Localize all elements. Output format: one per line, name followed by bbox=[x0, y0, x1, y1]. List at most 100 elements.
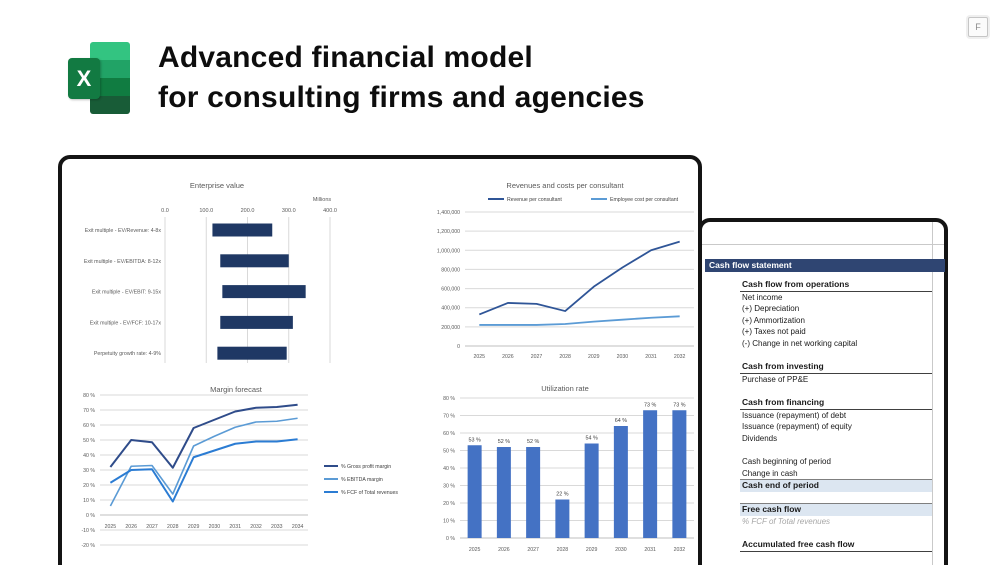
cashflow-row: Issuance (repayment) of equity bbox=[742, 422, 852, 432]
cashflow-header: Cash flow statement bbox=[705, 259, 945, 272]
cashflow-row: Accumulated free cash flow bbox=[740, 539, 932, 552]
svg-text:2031: 2031 bbox=[229, 524, 241, 530]
svg-text:2031: 2031 bbox=[645, 354, 657, 360]
svg-text:Exit multiple - EV/Revenue: 4-: Exit multiple - EV/Revenue: 4-8x bbox=[85, 228, 162, 234]
svg-text:2028: 2028 bbox=[167, 524, 179, 530]
svg-text:50 %: 50 % bbox=[443, 449, 455, 455]
svg-text:50 %: 50 % bbox=[83, 438, 95, 444]
cashflow-row: (+) Depreciation bbox=[742, 304, 800, 314]
svg-text:200.0: 200.0 bbox=[241, 208, 255, 214]
cashflow-row bbox=[740, 492, 932, 504]
svg-text:20 %: 20 % bbox=[83, 483, 95, 489]
svg-text:2032: 2032 bbox=[250, 524, 262, 530]
svg-text:40 %: 40 % bbox=[443, 466, 455, 472]
svg-text:2034: 2034 bbox=[292, 524, 304, 530]
title-line-2: for consulting firms and agencies bbox=[158, 81, 645, 114]
cashflow-row: (-) Change in net working capital bbox=[742, 338, 858, 348]
dashboard-panel: Enterprise value Millions 0.0 100.0 200.0 300… bbox=[58, 155, 702, 565]
svg-text:2025: 2025 bbox=[474, 354, 486, 360]
svg-text:2028: 2028 bbox=[559, 354, 571, 360]
fullscreen-button[interactable]: F bbox=[968, 17, 988, 37]
svg-text:100.0: 100.0 bbox=[199, 208, 213, 214]
svg-text:80 %: 80 % bbox=[443, 396, 455, 402]
cashflow-row bbox=[740, 444, 932, 456]
svg-text:2028: 2028 bbox=[557, 547, 569, 553]
svg-text:Margin forecast: Margin forecast bbox=[210, 385, 263, 394]
page-title: Advanced financial model for consulting … bbox=[158, 38, 858, 118]
svg-text:1,400,000: 1,400,000 bbox=[437, 210, 460, 216]
spreadsheet-gridline-vertical bbox=[932, 222, 933, 565]
cashflow-row: Issuance (repayment) of debt bbox=[742, 410, 847, 420]
svg-text:64 %: 64 % bbox=[615, 418, 627, 424]
svg-text:1,200,000: 1,200,000 bbox=[437, 229, 460, 235]
svg-text:22 %: 22 % bbox=[556, 492, 568, 498]
title-line-1: Advanced financial model bbox=[158, 41, 533, 74]
spreadsheet-gridline-horizontal bbox=[702, 244, 944, 245]
excel-x-tile: X bbox=[68, 58, 100, 99]
svg-text:2030: 2030 bbox=[209, 524, 221, 530]
cashflow-row: Cash beginning of period bbox=[742, 456, 831, 466]
svg-text:53 %: 53 % bbox=[468, 437, 480, 443]
svg-text:400.0: 400.0 bbox=[323, 208, 337, 214]
svg-text:0 %: 0 % bbox=[86, 513, 95, 519]
svg-text:2032: 2032 bbox=[674, 354, 686, 360]
svg-text:73 %: 73 % bbox=[673, 402, 685, 408]
cashflow-row: Change in cash bbox=[742, 468, 798, 478]
svg-text:2025: 2025 bbox=[469, 547, 481, 553]
svg-text:80 %: 80 % bbox=[83, 393, 95, 399]
svg-text:2025: 2025 bbox=[105, 524, 117, 530]
svg-text:2029: 2029 bbox=[586, 547, 598, 553]
svg-text:10 %: 10 % bbox=[83, 498, 95, 504]
cashflow-row bbox=[740, 527, 932, 539]
svg-text:Utilization rate: Utilization rate bbox=[541, 384, 589, 393]
svg-text:60 %: 60 % bbox=[443, 431, 455, 437]
svg-text:1,000,000: 1,000,000 bbox=[437, 248, 460, 254]
svg-text:70 %: 70 % bbox=[83, 408, 95, 414]
svg-text:52 %: 52 % bbox=[498, 439, 510, 445]
svg-text:-20 %: -20 % bbox=[81, 543, 95, 549]
revenues-costs-chart: Revenues and costs per consultant Revenue… bbox=[426, 167, 698, 372]
svg-text:% Gross profit margin: % Gross profit margin bbox=[341, 464, 391, 470]
svg-text:-10 %: -10 % bbox=[81, 528, 95, 534]
cashflow-row bbox=[740, 350, 932, 362]
svg-text:54 %: 54 % bbox=[585, 436, 597, 442]
svg-text:30 %: 30 % bbox=[83, 468, 95, 474]
svg-text:0.0: 0.0 bbox=[161, 208, 169, 214]
cashflow-row: % FCF of Total revenues bbox=[742, 516, 831, 526]
cashflow-row: (+) Taxes not paid bbox=[742, 327, 806, 337]
cashflow-row: (+) Ammortization bbox=[742, 315, 805, 325]
svg-text:2032: 2032 bbox=[674, 547, 686, 553]
svg-text:70 %: 70 % bbox=[443, 414, 455, 420]
svg-text:% EBITDA margin: % EBITDA margin bbox=[341, 477, 383, 483]
svg-text:800,000: 800,000 bbox=[441, 267, 460, 273]
svg-text:2026: 2026 bbox=[125, 524, 137, 530]
svg-text:2026: 2026 bbox=[498, 547, 510, 553]
svg-text:10 %: 10 % bbox=[443, 519, 455, 525]
svg-text:2030: 2030 bbox=[617, 354, 629, 360]
svg-text:300.0: 300.0 bbox=[282, 208, 296, 214]
cashflow-row: Cash from investing bbox=[740, 361, 932, 374]
cashflow-row: Purchase of PP&E bbox=[742, 374, 809, 384]
svg-text:Exit multiple - EV/FCF: 10-17x: Exit multiple - EV/FCF: 10-17x bbox=[90, 320, 162, 326]
svg-text:2031: 2031 bbox=[644, 547, 656, 553]
svg-text:2027: 2027 bbox=[146, 524, 158, 530]
svg-text:Employee cost per consultant: Employee cost per consultant bbox=[610, 197, 679, 203]
svg-text:52 %: 52 % bbox=[527, 439, 539, 445]
excel-sheet-graphic bbox=[90, 42, 130, 114]
svg-text:0: 0 bbox=[457, 344, 460, 350]
svg-text:Revenue per consultant: Revenue per consultant bbox=[507, 197, 562, 203]
svg-text:Perpetuity growth rate: 4-9%: Perpetuity growth rate: 4-9% bbox=[94, 351, 161, 357]
svg-text:2029: 2029 bbox=[188, 524, 200, 530]
cashflow-row: Cash end of period bbox=[740, 479, 932, 492]
enterprise-value-chart: Enterprise value Millions 0.0 100.0 200.0 300… bbox=[66, 167, 416, 372]
svg-text:30 %: 30 % bbox=[443, 484, 455, 490]
margin-forecast-chart: Margin forecast 80 % 70 % 60 % 50 % 40 % 30 % 2… bbox=[66, 380, 416, 565]
svg-text:Revenues and costs per consult: Revenues and costs per consultant bbox=[506, 181, 624, 190]
svg-text:2027: 2027 bbox=[531, 354, 543, 360]
svg-text:Enterprise value: Enterprise value bbox=[190, 181, 244, 190]
svg-text:Exit multiple - EV/EBIT: 9-15x: Exit multiple - EV/EBIT: 9-15x bbox=[92, 290, 162, 296]
cashflow-row: Cash flow from operations bbox=[740, 279, 932, 292]
svg-text:2029: 2029 bbox=[588, 354, 600, 360]
cashflow-row: Free cash flow bbox=[740, 503, 932, 516]
